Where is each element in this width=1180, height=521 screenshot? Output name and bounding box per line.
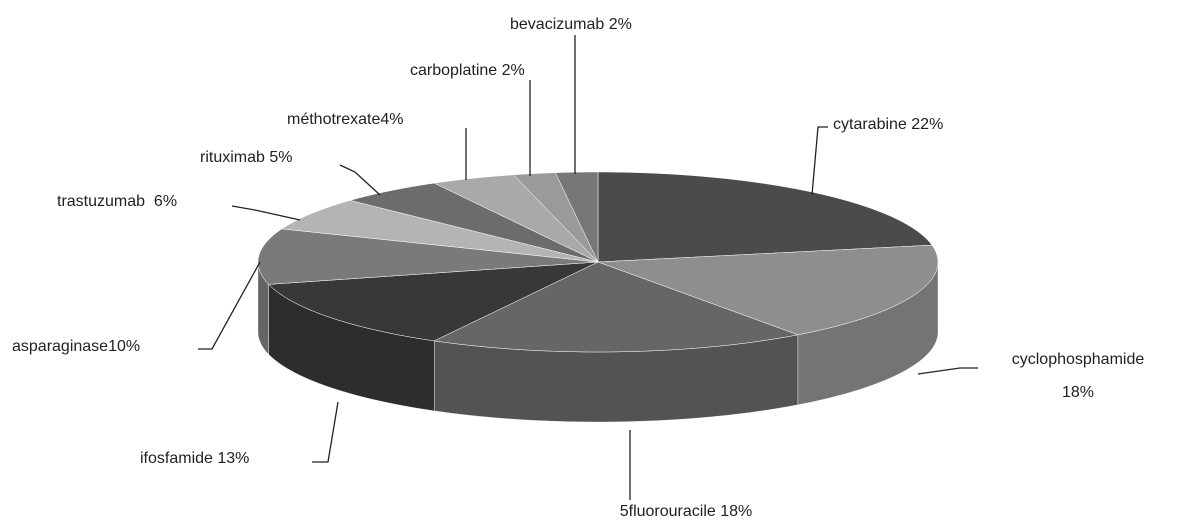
- data-label: bevacizumab 2%: [510, 16, 632, 33]
- leader-line: [231, 205, 301, 221]
- data-label: asparaginase10%: [12, 338, 140, 355]
- slice: [554, 171, 599, 263]
- slice: [268, 261, 599, 342]
- data-label: 18%: [1062, 384, 1094, 401]
- slice: [349, 182, 599, 263]
- side-shade: [268, 284, 435, 411]
- slice: [433, 261, 799, 353]
- side-shade: [258, 262, 269, 355]
- leader-line: [312, 401, 339, 463]
- slice: [257, 228, 599, 285]
- slice: [597, 171, 933, 263]
- data-label: méthotrexate4%: [287, 111, 404, 128]
- data-label: cytarabine 22%: [833, 116, 943, 133]
- side-shade: [434, 334, 798, 422]
- leader-line: [811, 126, 828, 196]
- slice: [281, 200, 599, 263]
- slice: [512, 172, 599, 263]
- side-shade: [797, 262, 938, 405]
- data-label: trastuzumab 6%: [57, 193, 177, 210]
- data-label: 5fluorouracile 18%: [620, 503, 753, 520]
- slice: [597, 244, 939, 336]
- leader-line: [198, 261, 261, 350]
- data-label: ifosfamide 13%: [140, 450, 249, 467]
- data-label: rituximab 5%: [200, 149, 292, 166]
- slice: [433, 174, 599, 263]
- data-label: carboplatine 2%: [410, 62, 525, 79]
- leader-line: [339, 164, 381, 196]
- data-label: cyclophosphamide: [1012, 351, 1145, 368]
- leader-line: [917, 367, 978, 375]
